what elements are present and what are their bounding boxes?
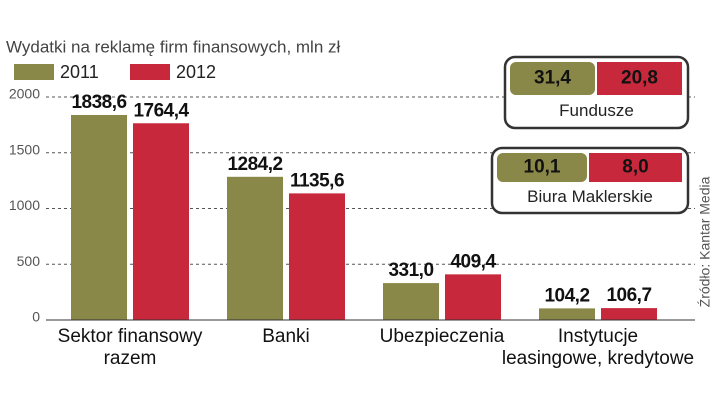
legend-swatch [130,64,170,80]
y-tick-label: 1500 [9,141,40,157]
value-label: 104,2 [544,285,589,306]
inset-value: 31,4 [534,68,571,89]
bar [227,176,283,320]
legend-label: 2011 [60,62,99,82]
inset-value: 10,1 [524,157,561,178]
inset-cell [589,153,682,182]
inset-cell [497,153,587,182]
y-tick-label: 500 [17,253,41,269]
value-label: 1284,2 [227,154,282,175]
inset-value: 8,0 [622,157,648,178]
value-label: 1764,4 [133,100,189,121]
inset-cell [597,62,682,95]
inset-cell [510,62,595,95]
source: Źródło: Kantar Media [697,176,713,307]
bar [133,123,189,320]
bar [445,274,501,320]
legend-swatch [14,64,54,80]
y-tick-label: 2000 [9,86,40,102]
chart-title: Wydatki na reklamę firm finansowych, mln… [6,37,341,56]
legend-label: 2012 [176,62,216,82]
value-label: 331,0 [388,260,433,281]
bar [601,308,657,320]
value-label: 106,7 [606,285,651,306]
inset-value: 20,8 [621,68,658,89]
bar [539,308,595,320]
y-tick-label: 0 [32,309,40,325]
value-label: 1838,6 [71,92,126,113]
inset-label: Fundusze [559,101,634,120]
x-tick-label: Banki [262,326,310,347]
x-tick-label: Ubezpieczenia [379,326,505,347]
value-label: 409,4 [450,251,496,272]
bar [383,283,439,320]
bar [289,193,345,320]
x-tick-label: Sektor finansowy razem [57,326,203,369]
bar [71,114,127,321]
x-tick-label: Instytucje leasingowe, kredytowe [501,326,695,369]
inset-label: Biura Maklerskie [527,187,653,206]
y-tick-label: 1000 [9,197,40,213]
value-label: 1135,6 [290,170,344,191]
